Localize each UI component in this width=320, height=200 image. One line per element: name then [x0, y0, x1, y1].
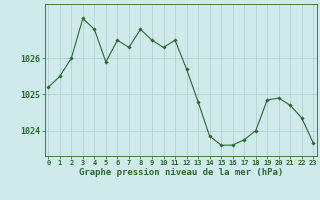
X-axis label: Graphe pression niveau de la mer (hPa): Graphe pression niveau de la mer (hPa) [79, 168, 283, 177]
